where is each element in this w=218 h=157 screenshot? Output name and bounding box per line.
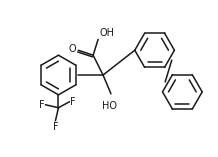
Text: HO: HO (102, 101, 118, 111)
Text: F: F (53, 122, 58, 132)
Text: O: O (69, 44, 76, 54)
Text: F: F (39, 100, 44, 110)
Text: F: F (70, 97, 76, 107)
Text: OH: OH (99, 28, 114, 38)
